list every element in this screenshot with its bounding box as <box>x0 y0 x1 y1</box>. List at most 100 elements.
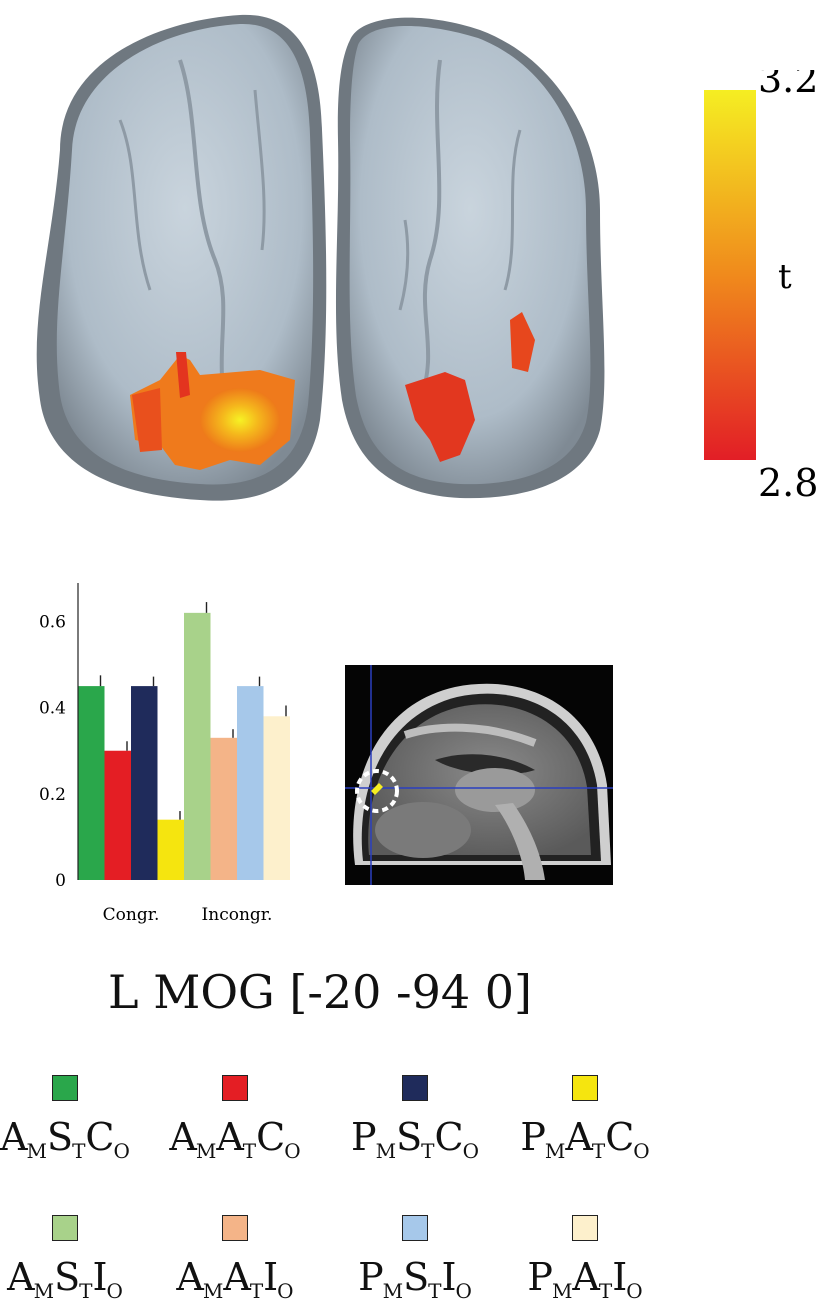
legend-subscript: T <box>428 1279 442 1303</box>
legend-item: AMATCO <box>145 1075 325 1163</box>
legend-letter: A <box>223 1255 250 1299</box>
legend-subscript: T <box>421 1139 435 1163</box>
legend-letter: I <box>612 1255 627 1299</box>
legend-subscript: M <box>33 1279 55 1303</box>
y-tick-label: 0.6 <box>40 612 66 632</box>
legend-letter: P <box>351 1115 377 1159</box>
group-label: Incongr. <box>202 905 273 925</box>
colorbar-max-label: 3.2 <box>758 70 818 101</box>
legend-swatch <box>402 1075 428 1101</box>
legend-subscript: O <box>284 1139 301 1163</box>
legend-item: PMSTCO <box>325 1075 505 1163</box>
legend-letter: P <box>358 1255 384 1299</box>
legend-letter: P <box>527 1255 553 1299</box>
legend-letter: S <box>54 1255 80 1299</box>
legend-letter: A <box>572 1255 599 1299</box>
activation-right-cluster <box>405 372 475 462</box>
legend-letter: A <box>169 1115 196 1159</box>
bar-PMSTIO <box>237 686 264 880</box>
legend-subscript: T <box>79 1279 93 1303</box>
mri-sagittal-slice <box>345 665 613 885</box>
legend-subscript: O <box>626 1279 643 1303</box>
y-tick-label: 0.4 <box>40 699 66 719</box>
legend-subscript: O <box>633 1139 650 1163</box>
colorbar-variable-label: t <box>778 257 792 297</box>
legend-letter: I <box>92 1255 107 1299</box>
legend-subscript: O <box>462 1139 479 1163</box>
y-tick-label: 0.2 <box>40 785 66 805</box>
legend-letter: C <box>434 1115 463 1159</box>
roi-marker <box>355 769 399 813</box>
bar-AMATCO <box>104 750 131 880</box>
legend-letter: C <box>85 1115 114 1159</box>
legend-letter: I <box>263 1255 278 1299</box>
bar-AMSTCO <box>78 686 105 880</box>
legend-subscript: M <box>195 1139 217 1163</box>
group-label: Congr. <box>103 905 160 925</box>
legend-letter: A <box>7 1255 34 1299</box>
region-label: L MOG [-20 -94 0] <box>108 965 532 1019</box>
legend-letter: C <box>256 1115 285 1159</box>
y-tick-label: 0 <box>55 871 66 891</box>
legend-subscript: T <box>249 1279 264 1303</box>
legend-letter: A <box>0 1115 27 1159</box>
legend-label: AMSTCO <box>0 1115 130 1163</box>
legend-swatch <box>572 1075 598 1101</box>
legend-label: AMATCO <box>169 1115 300 1163</box>
right-hemisphere <box>335 17 605 499</box>
bar-PMATCO <box>157 819 184 880</box>
brain-surface-render <box>36 14 605 501</box>
colorbar: 3.2 t 2.8 <box>704 70 818 505</box>
legend-label: PMATCO <box>520 1115 649 1163</box>
legend-item: AMATIO <box>145 1215 325 1303</box>
bar-AMSTIO <box>184 612 211 880</box>
legend-subscript: M <box>382 1279 404 1303</box>
bar-chart: 0 0.2 0.4 0.6 Congr. Incongr. <box>40 583 290 925</box>
legend-item: PMSTIO <box>325 1215 505 1303</box>
legend-label: AMSTIO <box>7 1255 123 1303</box>
legend-letter: I <box>441 1255 457 1299</box>
legend-subscript: M <box>551 1279 573 1303</box>
legend-letter: S <box>47 1115 73 1159</box>
legend-item: PMATCO <box>495 1075 675 1163</box>
legend-swatch <box>52 1075 78 1101</box>
legend-letter: S <box>396 1115 422 1159</box>
colorbar-gradient <box>704 90 756 460</box>
legend-subscript: O <box>455 1279 472 1303</box>
legend-letter: C <box>605 1115 634 1159</box>
legend-letter: S <box>403 1255 429 1299</box>
legend-letter: A <box>216 1115 243 1159</box>
legend-subscript: T <box>72 1139 86 1163</box>
legend-letter: P <box>520 1115 546 1159</box>
legend-item: PMATIO <box>495 1215 675 1303</box>
legend-item: AMSTIO <box>0 1215 155 1303</box>
legend-subscript: T <box>598 1279 613 1303</box>
legend-swatch <box>222 1215 248 1241</box>
legend-subscript: O <box>106 1279 123 1303</box>
legend-subscript: O <box>113 1139 130 1163</box>
legend-letter: A <box>176 1255 203 1299</box>
legend-subscript: O <box>277 1279 294 1303</box>
legend-subscript: M <box>544 1139 566 1163</box>
legend-swatch <box>52 1215 78 1241</box>
legend-item: AMSTCO <box>0 1075 155 1163</box>
legend-label: PMSTIO <box>358 1255 472 1303</box>
legend-swatch <box>222 1075 248 1101</box>
bars-layer <box>78 602 290 880</box>
bar-PMSTCO <box>131 686 158 880</box>
legend-swatch <box>402 1215 428 1241</box>
legend-subscript: M <box>202 1279 224 1303</box>
legend-subscript: M <box>26 1139 48 1163</box>
legend-subscript: T <box>242 1139 257 1163</box>
legend-label: AMATIO <box>176 1255 293 1303</box>
legend-label: PMSTCO <box>351 1115 479 1163</box>
legend-letter: A <box>565 1115 592 1159</box>
bar-PMATIO <box>263 716 290 880</box>
legend-subscript: M <box>375 1139 397 1163</box>
axis-layer: 0 0.2 0.4 0.6 Congr. Incongr. <box>40 583 272 925</box>
colorbar-min-label: 2.8 <box>758 461 818 505</box>
left-hemisphere <box>36 14 327 501</box>
legend-subscript: T <box>591 1139 606 1163</box>
bar-AMATIO <box>210 737 237 880</box>
legend-label: PMATIO <box>527 1255 642 1303</box>
